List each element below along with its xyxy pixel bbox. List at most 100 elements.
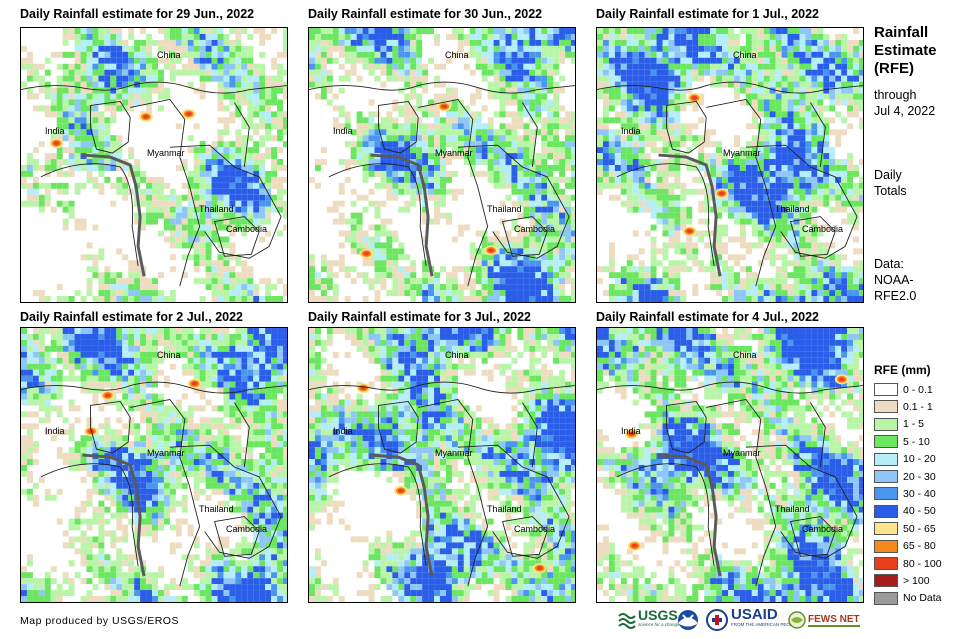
- rain-cell: [553, 51, 560, 58]
- rain-cell: [722, 39, 729, 46]
- rain-cell: [739, 224, 746, 231]
- rain-cell: [638, 33, 645, 40]
- rain-cell: [680, 296, 687, 302]
- rain-cell: [187, 339, 194, 346]
- rain-cell: [68, 33, 75, 40]
- rain-cell: [745, 165, 752, 171]
- rain-cell: [277, 399, 284, 406]
- rain-cell: [368, 39, 375, 46]
- rain-cell: [805, 135, 812, 142]
- rain-cell: [541, 39, 548, 46]
- rain-cell: [565, 123, 572, 130]
- rain-cell: [487, 33, 494, 40]
- rain-cell: [80, 328, 87, 334]
- rain-cell: [86, 165, 93, 171]
- rain-cell: [32, 176, 39, 183]
- rain-cell: [559, 296, 566, 302]
- rain-cell: [247, 147, 254, 154]
- rain-cell: [422, 123, 429, 130]
- rain-cell: [505, 194, 512, 201]
- rain-cell: [241, 28, 248, 34]
- rain-cell: [523, 123, 530, 130]
- rain-cell: [841, 194, 848, 201]
- rain-cell: [781, 39, 788, 46]
- rain-cell: [656, 69, 663, 76]
- rain-cell: [241, 278, 248, 285]
- rain-cell: [386, 135, 393, 142]
- rain-cell: [92, 266, 99, 273]
- rain-cell: [199, 188, 206, 195]
- rain-cell: [326, 51, 333, 58]
- rain-cell: [571, 194, 575, 201]
- map-label-china: China: [733, 50, 757, 60]
- rain-cell: [247, 99, 254, 106]
- rain-cell: [614, 141, 621, 148]
- rain-cell: [217, 176, 224, 183]
- rain-cell: [134, 278, 141, 285]
- rain-cell: [638, 99, 645, 106]
- rain-cell: [277, 357, 284, 364]
- rain-cell: [140, 200, 147, 207]
- rain-cell: [728, 254, 734, 261]
- rain-cell: [805, 93, 812, 100]
- rain-cell: [763, 39, 770, 46]
- rain-cell: [722, 153, 729, 160]
- rain-cell: [716, 206, 723, 213]
- rain-cell: [38, 369, 45, 376]
- rain-cell: [56, 159, 63, 165]
- rain-cell: [235, 224, 242, 231]
- rain-cell: [140, 363, 147, 370]
- rain-cell: [181, 328, 188, 334]
- rain-cell: [638, 248, 645, 255]
- rain-cell: [128, 57, 135, 64]
- rain-cell: [21, 435, 27, 442]
- rain-cell: [602, 147, 609, 154]
- rain-cell: [733, 75, 740, 82]
- rain-cell: [338, 87, 345, 94]
- rain-cell: [781, 230, 788, 237]
- rain-cell: [835, 141, 842, 148]
- rain-cell: [517, 87, 524, 94]
- rain-cell: [565, 111, 572, 118]
- rain-cell: [362, 57, 369, 64]
- rain-cell: [769, 93, 776, 100]
- rain-cell: [235, 170, 242, 177]
- rain-cell: [422, 111, 429, 118]
- rain-cell: [26, 165, 33, 171]
- rain-cell: [793, 170, 800, 177]
- rain-cell: [338, 123, 345, 130]
- rain-cell: [44, 375, 51, 382]
- rain-cell: [517, 230, 524, 237]
- rain-cell: [205, 284, 212, 291]
- rain-cell: [728, 39, 734, 46]
- rain-cell: [223, 363, 230, 370]
- rain-cell: [187, 423, 194, 430]
- rain-cell: [529, 165, 536, 171]
- rain-cell: [271, 381, 278, 388]
- rain-cell: [253, 105, 260, 112]
- rain-cell: [716, 254, 723, 261]
- rain-cell: [769, 290, 776, 297]
- rain-cell: [823, 242, 830, 249]
- rain-cell: [140, 39, 147, 46]
- rain-cell: [757, 123, 764, 130]
- rain-cell: [535, 296, 542, 302]
- rain-cell: [175, 405, 182, 412]
- rain-cell: [98, 328, 105, 334]
- rain-cell: [80, 147, 87, 154]
- rain-cell: [547, 147, 554, 154]
- rain-cell: [823, 123, 830, 130]
- rain-cell: [799, 63, 806, 70]
- rain-cell: [739, 194, 746, 201]
- rain-cell: [205, 159, 212, 165]
- rain-cell: [481, 254, 488, 261]
- rain-cell: [422, 176, 429, 183]
- rain-cell: [440, 135, 446, 142]
- rain-cell: [152, 194, 158, 201]
- rain-cell: [98, 123, 105, 130]
- rain-cell: [146, 81, 153, 88]
- rain-cell: [241, 99, 248, 106]
- rain-cell: [247, 159, 254, 165]
- rain-cell: [193, 224, 200, 231]
- rain-cell: [757, 147, 764, 154]
